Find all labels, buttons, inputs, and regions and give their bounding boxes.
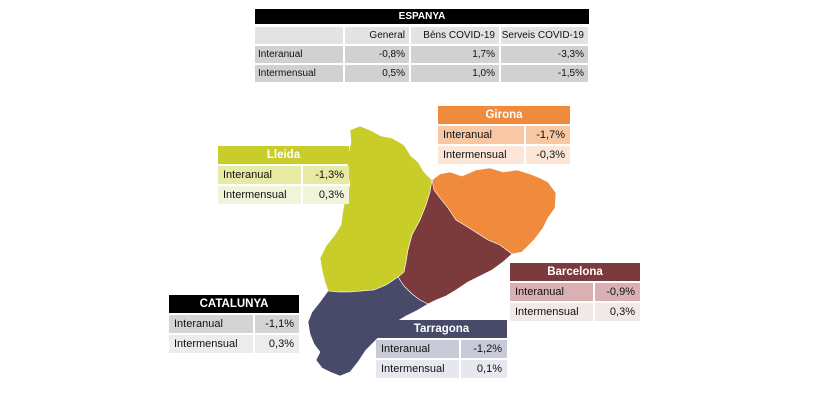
girona-intermensual-value: -0,3% [526,146,570,164]
spain-table-row: Interanual -0,8% 1,7% -3,3% [255,46,589,63]
spain-table-title: ESPANYA [255,9,589,24]
catalunya-box: CATALUNYA Interanual -1,1% Intermensual … [169,295,299,353]
barcelona-interanual-label: Interanual [510,283,593,301]
girona-intermensual-row: Intermensual -0,3% [438,146,570,164]
tarragona-interanual-label: Interanual [376,340,459,358]
spain-header-general: General [345,27,409,44]
catalunya-interanual-label: Interanual [169,315,253,333]
tarragona-interanual-row: Interanual -1,2% [376,340,507,358]
spain-cell: 0,5% [345,65,409,82]
catalunya-interanual-row: Interanual -1,1% [169,315,299,333]
spain-cell: -1,5% [501,65,588,82]
catalunya-interanual-value: -1,1% [255,315,299,333]
tarragona-intermensual-value: 0,1% [461,360,507,378]
spain-cell: -0,8% [345,46,409,63]
girona-intermensual-label: Intermensual [438,146,524,164]
spain-cell: 1,0% [411,65,499,82]
spain-header-bens: Béns COVID-19 [411,27,499,44]
spain-header-empty [255,27,343,44]
lleida-intermensual-value: 0,3% [303,186,349,204]
spain-row-label: Intermensual [255,65,343,82]
tarragona-interanual-value: -1,2% [461,340,507,358]
tarragona-intermensual-label: Intermensual [376,360,459,378]
catalunya-title: CATALUNYA [169,295,299,313]
tarragona-box: Tarragona Interanual -1,2% Intermensual … [376,320,507,378]
girona-box: Girona Interanual -1,7% Intermensual -0,… [438,106,570,164]
catalunya-intermensual-label: Intermensual [169,335,253,353]
lleida-box: Lleida Interanual -1,3% Intermensual 0,3… [218,146,349,204]
lleida-interanual-value: -1,3% [303,166,349,184]
girona-interanual-value: -1,7% [526,126,570,144]
lleida-intermensual-row: Intermensual 0,3% [218,186,349,204]
catalunya-intermensual-value: 0,3% [255,335,299,353]
tarragona-intermensual-row: Intermensual 0,1% [376,360,507,378]
barcelona-interanual-value: -0,9% [595,283,640,301]
girona-interanual-row: Interanual -1,7% [438,126,570,144]
spain-table-header-row: General Béns COVID-19 Serveis COVID-19 [255,27,589,44]
barcelona-intermensual-row: Intermensual 0,3% [510,303,640,321]
spain-cell: 1,7% [411,46,499,63]
lleida-intermensual-label: Intermensual [218,186,301,204]
lleida-interanual-row: Interanual -1,3% [218,166,349,184]
barcelona-intermensual-value: 0,3% [595,303,640,321]
spain-summary-table: ESPANYA General Béns COVID-19 Serveis CO… [255,9,589,84]
barcelona-box: Barcelona Interanual -0,9% Intermensual … [510,263,640,321]
lleida-title: Lleida [218,146,349,164]
catalunya-intermensual-row: Intermensual 0,3% [169,335,299,353]
spain-cell: -3,3% [501,46,588,63]
barcelona-interanual-row: Interanual -0,9% [510,283,640,301]
spain-table-row: Intermensual 0,5% 1,0% -1,5% [255,65,589,82]
lleida-interanual-label: Interanual [218,166,301,184]
spain-row-label: Interanual [255,46,343,63]
barcelona-title: Barcelona [510,263,640,281]
spain-header-serveis: Serveis COVID-19 [501,27,588,44]
barcelona-intermensual-label: Intermensual [510,303,593,321]
tarragona-title: Tarragona [376,320,507,338]
girona-title: Girona [438,106,570,124]
girona-interanual-label: Interanual [438,126,524,144]
barcelona-region [397,179,513,305]
